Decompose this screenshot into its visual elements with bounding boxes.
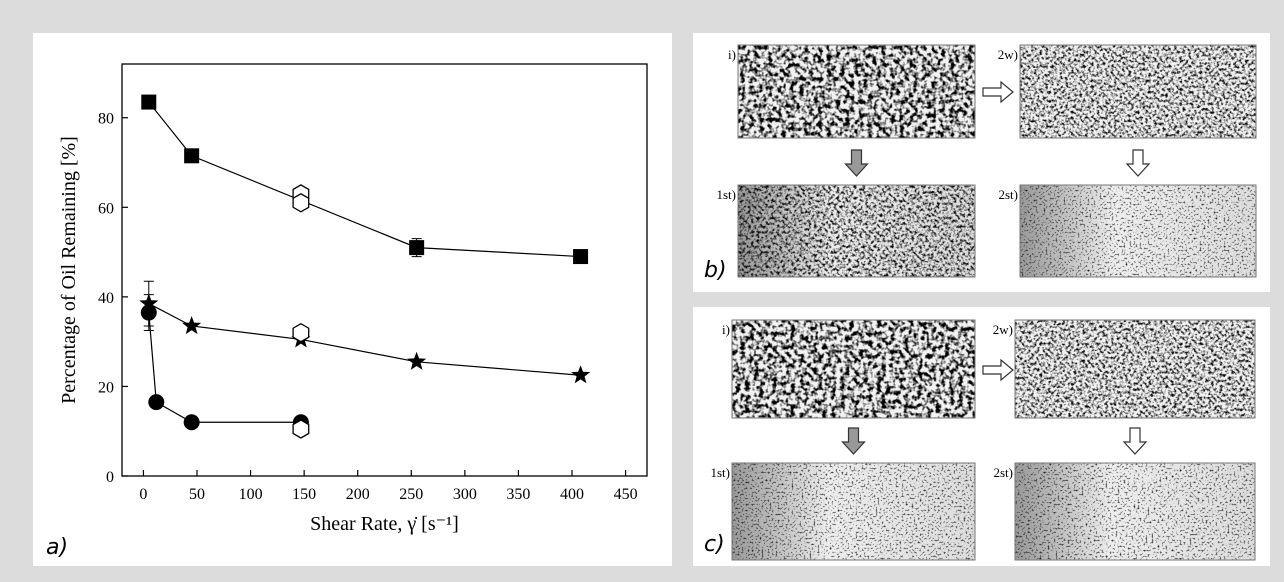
y-tick-label: 20 bbox=[98, 379, 114, 396]
micrograph bbox=[1015, 463, 1255, 560]
micrograph-border bbox=[1014, 462, 1256, 561]
x-tick-label: 400 bbox=[560, 486, 584, 503]
micrograph-border bbox=[1019, 184, 1257, 278]
image-label: 2st) bbox=[999, 187, 1019, 202]
image-label: 1st) bbox=[711, 465, 731, 480]
marker bbox=[571, 365, 591, 384]
image-label: i) bbox=[722, 322, 730, 337]
image-label: 2w) bbox=[998, 47, 1018, 62]
image-label: 1st) bbox=[717, 187, 737, 202]
marker bbox=[182, 316, 202, 335]
y-tick-label: 40 bbox=[98, 290, 114, 307]
panel-a bbox=[33, 33, 672, 566]
x-tick-label: 0 bbox=[139, 486, 147, 503]
micrograph bbox=[732, 463, 975, 560]
arrow-down bbox=[841, 427, 866, 455]
x-tick-label: 450 bbox=[614, 486, 638, 503]
x-tick-label: 50 bbox=[189, 486, 205, 503]
marker bbox=[141, 94, 157, 110]
arrow-down bbox=[1125, 149, 1151, 177]
micrograph bbox=[732, 320, 975, 418]
marker bbox=[292, 322, 310, 343]
x-tick-label: 100 bbox=[239, 486, 263, 503]
micrograph bbox=[1015, 320, 1255, 418]
marker bbox=[140, 304, 157, 321]
plot-frame bbox=[121, 63, 648, 477]
micrograph bbox=[1020, 185, 1256, 277]
series-line bbox=[148, 312, 301, 423]
arrow-down bbox=[1122, 427, 1148, 455]
image-label: 2st) bbox=[994, 465, 1014, 480]
micrograph-border bbox=[737, 184, 976, 278]
micrograph-border bbox=[1019, 44, 1257, 139]
y-tick-label: 80 bbox=[98, 111, 114, 128]
marker bbox=[183, 414, 200, 431]
panel-label: b) bbox=[704, 258, 727, 283]
marker bbox=[292, 419, 310, 439]
micrograph bbox=[1020, 45, 1256, 138]
image-label: i) bbox=[728, 47, 736, 62]
y-tick-label: 0 bbox=[106, 469, 114, 486]
y-axis-label: Percentage of Oil Remaining [%] bbox=[58, 136, 80, 404]
x-tick-label: 300 bbox=[453, 486, 477, 503]
x-tick-label: 200 bbox=[346, 486, 370, 503]
micrograph bbox=[738, 185, 975, 277]
micrograph-border bbox=[731, 462, 976, 561]
panel-label: c) bbox=[704, 532, 725, 557]
marker bbox=[148, 394, 165, 411]
marker bbox=[409, 240, 425, 256]
micrograph-border bbox=[731, 319, 976, 419]
y-tick-label: 60 bbox=[98, 200, 114, 217]
micrograph-border bbox=[1014, 319, 1256, 419]
marker bbox=[573, 249, 589, 265]
x-tick-label: 150 bbox=[292, 486, 316, 503]
micrograph-border bbox=[737, 44, 976, 139]
x-tick-label: 350 bbox=[506, 486, 530, 503]
marker bbox=[407, 351, 427, 370]
image-label: 2w) bbox=[993, 322, 1013, 337]
arrow-right bbox=[982, 358, 1014, 382]
x-tick-label: 250 bbox=[399, 486, 423, 503]
arrow-down bbox=[844, 149, 869, 177]
x-axis-label: Shear Rate, γ̇ [s⁻¹] bbox=[310, 513, 459, 535]
marker bbox=[184, 148, 200, 164]
arrow-right bbox=[982, 80, 1014, 104]
panel-label: a) bbox=[46, 535, 68, 560]
micrograph bbox=[738, 45, 975, 138]
marker bbox=[292, 193, 310, 213]
